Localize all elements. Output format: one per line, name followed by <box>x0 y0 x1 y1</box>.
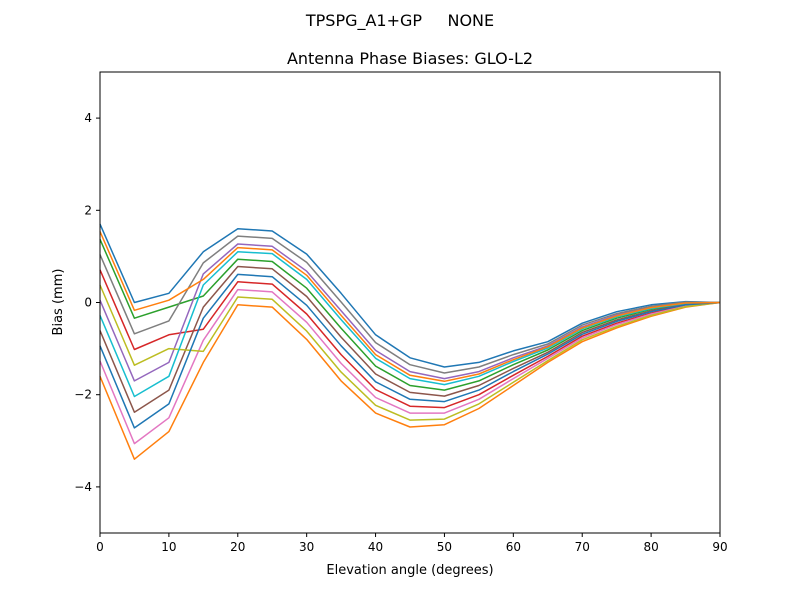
chart-suptitle: TPSPG_A1+GP NONE <box>305 11 494 31</box>
x-tick-label: 70 <box>575 540 590 554</box>
x-tick-label: 50 <box>437 540 452 554</box>
x-axis: 0 10 20 30 40 50 60 70 80 90 <box>96 533 728 554</box>
y-tick-label: 2 <box>84 203 92 217</box>
series-line-8 <box>99 235 721 374</box>
series-line-4 <box>99 269 721 409</box>
y-tick-label: −2 <box>74 388 92 402</box>
y-axis: −4 −2 0 2 4 <box>74 111 100 494</box>
axes-frame <box>99 71 721 534</box>
x-tick-label: 40 <box>368 540 383 554</box>
x-axis-label: Elevation angle (degrees) <box>326 563 493 578</box>
series-line-10 <box>99 251 721 398</box>
x-tick-label: 20 <box>230 540 245 554</box>
series-line-12 <box>99 231 721 383</box>
series-lines <box>99 223 721 460</box>
series-line-1 <box>99 223 721 368</box>
series-line-3 <box>99 239 721 391</box>
series-line-5 <box>99 243 720 382</box>
y-axis-label: Bias (mm) <box>51 269 66 336</box>
series-line-11 <box>99 273 721 429</box>
x-tick-label: 0 <box>96 540 104 554</box>
x-tick-label: 10 <box>161 540 176 554</box>
x-tick-label: 80 <box>643 540 658 554</box>
x-tick-label: 90 <box>712 540 727 554</box>
y-tick-label: 4 <box>84 111 92 125</box>
x-tick-label: 60 <box>506 540 521 554</box>
series-line-9 <box>99 284 721 421</box>
y-tick-label: 0 <box>84 296 92 310</box>
x-tick-label: 30 <box>299 540 314 554</box>
series-line-7 <box>99 288 721 445</box>
series-line-6 <box>99 265 721 413</box>
y-tick-label: −4 <box>74 480 92 494</box>
chart-title: Antenna Phase Biases: GLO-L2 <box>287 49 533 68</box>
series-line-2 <box>99 301 721 460</box>
